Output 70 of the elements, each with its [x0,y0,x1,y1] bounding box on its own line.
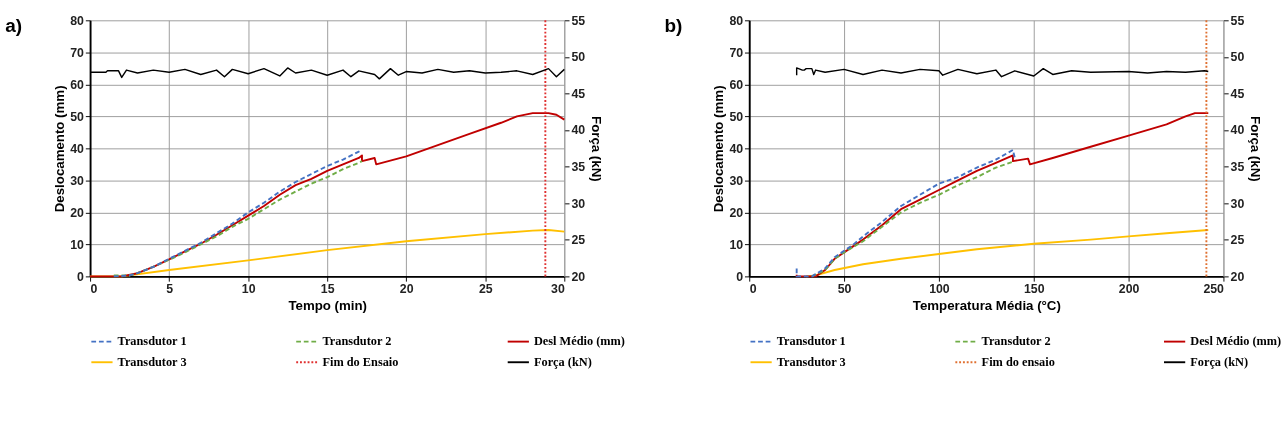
legend-label: Desl Médio (mm) [533,334,625,349]
y2-tick-label: 40 [571,123,586,138]
x-tick-label: 10 [241,282,256,297]
y2-tick-label: 25 [1230,233,1245,248]
legend-label: Transdutor 2 [981,334,1051,349]
y-tick-label: 70 [70,45,85,60]
y-tick-label: 10 [729,237,744,252]
y2-tick-label: 50 [1230,50,1245,65]
x-tick-label: 150 [1023,282,1045,297]
y-tick-label: 60 [70,77,85,92]
chart-title: a) [5,14,23,36]
y-tick-label: 0 [77,269,85,284]
y-axis-title: Deslocamento (mm) [51,85,67,213]
x-tick-label: 200 [1118,282,1140,297]
y-tick-label: 0 [736,269,744,284]
y2-tick-label: 40 [1230,123,1245,138]
x-tick-label: 25 [478,282,493,297]
y-axis-title: Deslocamento (mm) [710,85,726,213]
y2-axis-title: Força (kN) [588,116,604,182]
y-tick-label: 50 [70,109,85,124]
legend-label: Transdutor 2 [322,334,392,349]
x-tick-label: 30 [551,282,565,297]
x-tick-label: 0 [749,282,757,297]
line-series [795,149,1016,278]
legend-label: Desl Médio (mm) [1190,334,1282,349]
y2-tick-label: 55 [1230,13,1245,28]
x-axis-title: Tempo (min) [288,298,367,314]
y2-tick-label: 20 [1230,269,1245,284]
legend-label: Força (kN) [533,355,592,370]
y2-tick-label: 30 [1230,196,1245,211]
x-tick-label: 100 [929,282,950,297]
y-tick-label: 50 [729,109,744,124]
y-tick-label: 20 [70,205,85,220]
y2-tick-label: 45 [1230,86,1245,101]
y2-tick-label: 35 [1230,159,1245,174]
line-series [795,112,1210,278]
y-tick-label: 40 [70,141,85,156]
legend-label: Transdutor 1 [776,334,846,349]
legend-label: Transdutor 3 [117,355,187,370]
x-tick-label: 20 [399,282,414,297]
y-tick-label: 40 [729,141,744,156]
x-axis-title: Temperatura Média (°C) [912,298,1061,314]
y-tick-label: 30 [70,173,85,188]
chart-title: b) [664,14,683,36]
y2-tick-label: 25 [571,233,586,248]
legend-label: Transdutor 1 [117,334,187,349]
legend-label: Fim do Ensaio [322,355,399,370]
x-tick-label: 0 [90,282,98,297]
y2-tick-label: 45 [571,86,586,101]
legend-label: Fim do ensaio [981,355,1055,370]
x-tick-label: 15 [320,282,335,297]
x-tick-label: 50 [837,282,852,297]
y-tick-label: 20 [729,205,744,220]
line-series [795,67,1209,78]
y2-axis-title: Força (kN) [1247,116,1263,182]
y2-tick-label: 30 [571,196,586,211]
y-tick-label: 60 [729,77,744,92]
y-tick-label: 10 [70,237,85,252]
y-tick-label: 80 [729,13,744,28]
y2-tick-label: 50 [571,50,586,65]
y2-tick-label: 20 [571,269,586,284]
x-tick-label: 250 [1203,282,1225,297]
y2-tick-label: 55 [571,13,586,28]
legend-label: Força (kN) [1190,355,1249,370]
x-tick-label: 5 [166,282,174,297]
y2-tick-label: 35 [571,159,586,174]
y-tick-label: 80 [70,13,85,28]
y-tick-label: 70 [729,45,744,60]
y-tick-label: 30 [729,173,744,188]
legend-label: Transdutor 3 [776,355,846,370]
